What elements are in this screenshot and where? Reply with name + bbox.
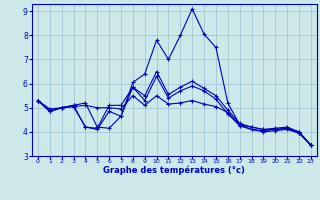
X-axis label: Graphe des températures (°c): Graphe des températures (°c)	[103, 166, 245, 175]
